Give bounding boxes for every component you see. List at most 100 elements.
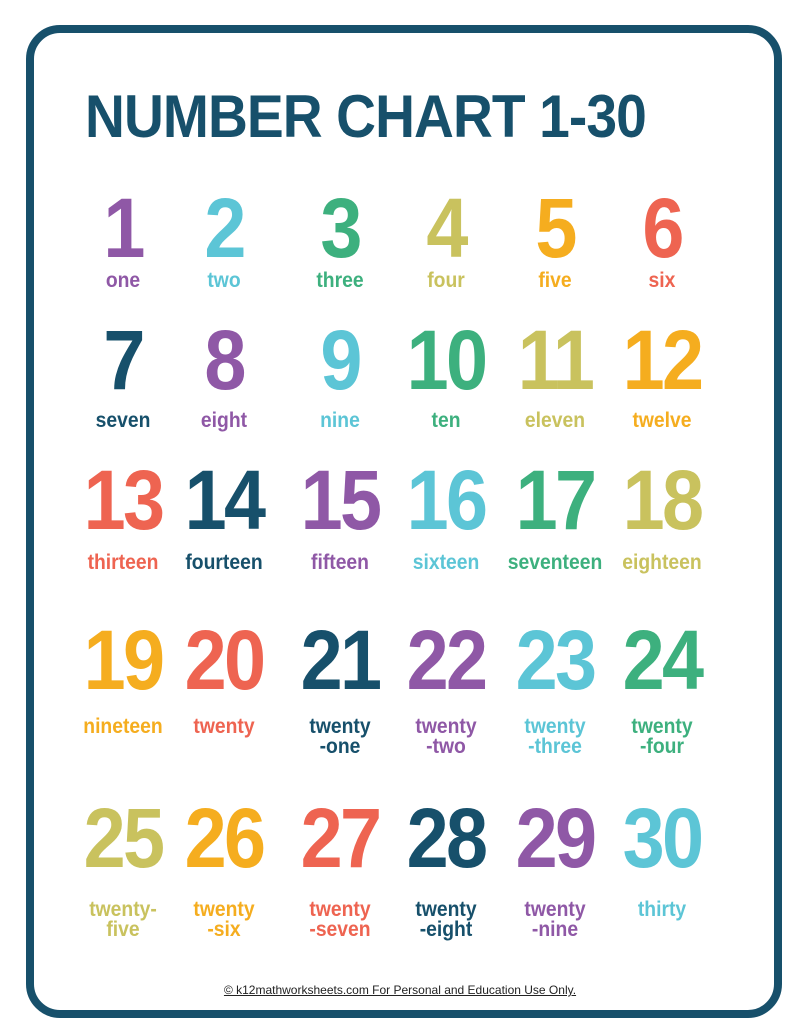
word-line: five [106, 918, 140, 941]
word-line: twenty [631, 715, 693, 738]
word-line: -four [639, 735, 684, 758]
number-27: 27 [300, 791, 382, 885]
number-29: 29 [515, 791, 597, 885]
word-line: fifteen [311, 551, 369, 574]
number-word-28: twenty -eight [391, 898, 501, 941]
word-line: six [648, 269, 676, 292]
number-word-1: one [68, 269, 178, 292]
number-word-18: eighteen [607, 551, 717, 574]
number-word-12: twelve [607, 409, 717, 432]
number-2: 2 [204, 181, 246, 275]
number-18: 18 [622, 453, 704, 547]
number-word-6: six [607, 269, 717, 292]
word-line: fourteen [185, 551, 263, 574]
word-line: one [105, 269, 141, 292]
number-20: 20 [184, 613, 266, 707]
number-15: 15 [300, 453, 382, 547]
word-line: twenty [193, 898, 255, 921]
number-word-24: twenty -four [607, 715, 717, 758]
number-word-8: eight [169, 409, 279, 432]
number-word-11: eleven [500, 409, 610, 432]
number-word-29: twenty -nine [500, 898, 610, 941]
word-line: seven [95, 409, 151, 432]
copyright-footer[interactable]: © k12mathworksheets.com For Personal and… [223, 983, 577, 997]
number-word-17: seventeen [500, 551, 610, 574]
word-line: twenty [415, 898, 477, 921]
word-line: twenty [524, 715, 586, 738]
number-22: 22 [406, 613, 488, 707]
word-line: twenty [193, 715, 255, 738]
number-1: 1 [103, 181, 145, 275]
number-30: 30 [622, 791, 704, 885]
number-21: 21 [300, 613, 382, 707]
word-line: thirteen [87, 551, 159, 574]
word-line: seventeen [507, 551, 603, 574]
number-word-16: sixteen [391, 551, 501, 574]
word-line: twenty [309, 715, 371, 738]
word-line: nine [320, 409, 360, 432]
word-line: thirty [637, 898, 687, 921]
number-19: 19 [83, 613, 165, 707]
number-14: 14 [184, 453, 266, 547]
number-word-7: seven [68, 409, 178, 432]
number-5: 5 [535, 181, 577, 275]
word-line: -seven [309, 918, 371, 941]
word-line: twenty [309, 898, 371, 921]
number-11: 11 [517, 313, 595, 407]
word-line: two [207, 269, 241, 292]
number-3: 3 [320, 181, 362, 275]
word-line: twenty [524, 898, 586, 921]
number-4: 4 [426, 181, 468, 275]
number-word-22: twenty -two [391, 715, 501, 758]
number-16: 16 [406, 453, 488, 547]
number-word-4: four [391, 269, 501, 292]
number-7: 7 [103, 313, 145, 407]
word-line: nineteen [83, 715, 163, 738]
word-line: ten [431, 409, 461, 432]
number-26: 26 [184, 791, 266, 885]
word-line: -nine [531, 918, 579, 941]
number-28: 28 [406, 791, 488, 885]
word-line: four [427, 269, 465, 292]
word-line: -three [528, 735, 582, 758]
number-word-13: thirteen [68, 551, 178, 574]
number-word-20: twenty [169, 715, 279, 738]
number-word-14: fourteen [169, 551, 279, 574]
number-word-23: twenty -three [500, 715, 610, 758]
word-line: -six [207, 918, 241, 941]
word-line: -one [319, 735, 361, 758]
word-line: eight [200, 409, 248, 432]
word-line: eighteen [622, 551, 702, 574]
number-6: 6 [642, 181, 684, 275]
word-line: twenty- [89, 898, 157, 921]
number-8: 8 [204, 313, 246, 407]
number-word-25: twenty-five [68, 898, 178, 941]
number-word-26: twenty -six [169, 898, 279, 941]
number-25: 25 [83, 791, 165, 885]
word-line: sixteen [412, 551, 480, 574]
number-word-2: two [169, 269, 279, 292]
number-word-9: nine [285, 409, 395, 432]
number-word-27: twenty -seven [285, 898, 395, 941]
word-line: -two [426, 735, 466, 758]
number-9: 9 [320, 313, 362, 407]
number-10: 10 [406, 313, 488, 407]
number-word-15: fifteen [285, 551, 395, 574]
number-23: 23 [515, 613, 597, 707]
page-border [26, 25, 782, 1018]
number-word-3: three [285, 269, 395, 292]
number-24: 24 [622, 613, 704, 707]
page-title: NUMBER CHART 1-30 [85, 83, 647, 150]
word-line: twelve [632, 409, 692, 432]
number-word-10: ten [391, 409, 501, 432]
number-word-5: five [500, 269, 610, 292]
number-13: 13 [83, 453, 165, 547]
word-line: eleven [524, 409, 586, 432]
number-12: 12 [622, 313, 704, 407]
number-word-21: twenty -one [285, 715, 395, 758]
word-line: twenty [415, 715, 477, 738]
number-word-19: nineteen [68, 715, 178, 738]
word-line: three [316, 269, 364, 292]
word-line: -eight [419, 918, 473, 941]
word-line: five [538, 269, 572, 292]
